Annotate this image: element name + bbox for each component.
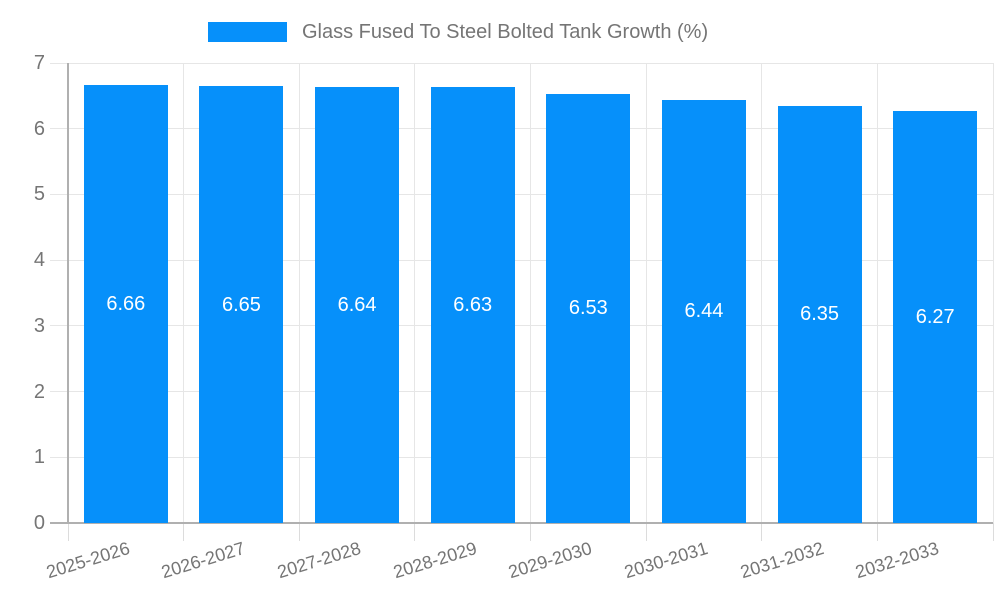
x-tick — [992, 523, 994, 541]
x-tick — [530, 523, 531, 541]
bar[interactable] — [777, 105, 862, 523]
x-tick — [414, 523, 416, 541]
bar[interactable] — [546, 93, 631, 523]
y-axis-tick-label: 1 — [33, 446, 45, 469]
bar-value-label: 6.64 — [337, 293, 377, 316]
x-gridline — [298, 63, 300, 523]
bar-value-label: 6.27 — [915, 305, 955, 328]
bar-value-label: 6.53 — [568, 297, 608, 320]
bar[interactable] — [199, 86, 284, 523]
legend-swatch — [208, 22, 287, 42]
chart-legend[interactable]: Glass Fused To Steel Bolted Tank Growth … — [208, 22, 708, 42]
y-tick — [50, 193, 68, 195]
y-axis-tick-label: 5 — [33, 183, 45, 206]
y-tick — [50, 325, 68, 327]
y-axis-tick-label: 0 — [33, 512, 45, 534]
x-tick — [183, 523, 185, 541]
x-gridline — [414, 63, 416, 523]
y-tick — [50, 128, 68, 130]
x-tick — [876, 523, 878, 541]
bar[interactable] — [83, 85, 168, 523]
bar-value-label: 6.66 — [106, 293, 146, 316]
y-axis-tick-label: 4 — [33, 249, 45, 272]
x-gridline — [876, 63, 878, 523]
bar-value-label: 6.35 — [800, 303, 840, 326]
x-tick — [298, 523, 300, 541]
y-tick — [50, 456, 68, 458]
x-tick — [645, 523, 647, 541]
x-axis-line — [50, 522, 993, 524]
x-gridline — [183, 63, 185, 523]
x-tick — [761, 523, 763, 541]
bar[interactable] — [893, 110, 978, 523]
bar[interactable] — [315, 86, 400, 523]
bar[interactable] — [430, 87, 515, 523]
y-axis-tick-label: 7 — [33, 52, 45, 74]
x-tick — [67, 523, 69, 541]
x-gridline — [761, 63, 763, 523]
bar-value-label: 6.65 — [221, 293, 261, 316]
x-gridline — [992, 63, 994, 523]
y-axis-line — [67, 63, 69, 524]
y-tick — [50, 259, 68, 261]
x-gridline — [645, 63, 647, 523]
bar-value-label: 6.63 — [453, 294, 493, 317]
legend-label: Glass Fused To Steel Bolted Tank Growth … — [302, 21, 709, 43]
bar[interactable] — [661, 99, 746, 523]
y-axis-tick-label: 2 — [33, 380, 45, 403]
y-axis-tick-label: 3 — [33, 314, 45, 337]
y-tick — [50, 391, 68, 393]
y-axis-tick-label: 6 — [33, 117, 45, 140]
x-gridline — [530, 63, 531, 523]
y-tick — [50, 62, 68, 64]
bar-value-label: 6.44 — [684, 300, 724, 323]
